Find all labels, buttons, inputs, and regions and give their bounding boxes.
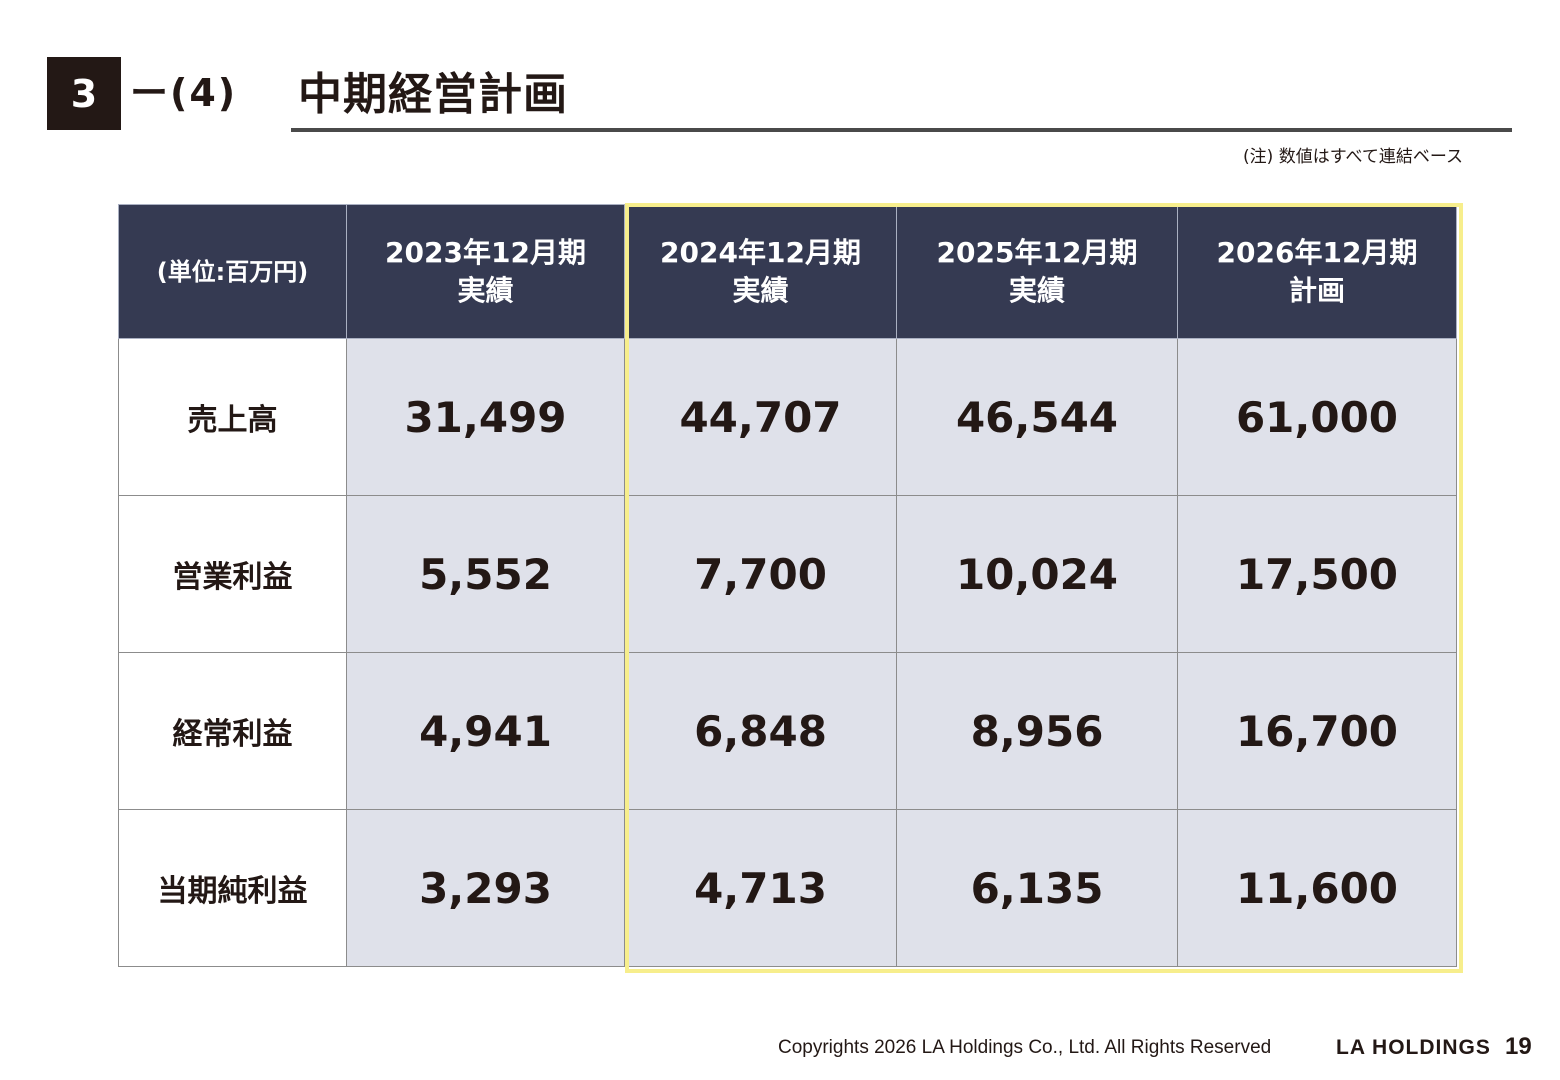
table-cell: 10,024 (896, 495, 1178, 653)
column-kind: 実績 (1008, 273, 1065, 307)
page-title: 中期経営計画 (298, 69, 568, 120)
table-cell: 4,941 (346, 652, 625, 810)
table-cell: 31,499 (346, 338, 625, 496)
table-row: 当期純利益 3,293 4,713 6,135 11,600 (118, 809, 1457, 967)
copyright-text: Copyrights 2026 LA Holdings Co., Ltd. Al… (778, 1037, 1272, 1058)
company-logo: LA HOLDINGS (1336, 1036, 1491, 1059)
consolidated-note: (注) 数値はすべて連結ベース (1243, 147, 1463, 167)
table-cell: 17,500 (1177, 495, 1457, 653)
table-cell: 5,552 (346, 495, 625, 653)
table-cell: 8,956 (896, 652, 1178, 810)
table-header-row: (単位:百万円) 2023年12月期 実績 2024年12月期 実績 2025年… (118, 204, 1457, 339)
table-row: 経常利益 4,941 6,848 8,956 16,700 (118, 652, 1457, 810)
column-year: 2025年12月期 (936, 235, 1138, 269)
table-row: 売上高 31,499 44,707 46,544 61,000 (118, 338, 1457, 496)
row-label: 営業利益 (118, 495, 347, 653)
table-cell: 6,848 (624, 652, 897, 810)
table-cell: 16,700 (1177, 652, 1457, 810)
unit-label: (単位:百万円) (118, 204, 347, 339)
column-kind: 実績 (457, 273, 514, 307)
column-header: 2024年12月期 実績 (624, 204, 897, 339)
mid-term-plan-table: (単位:百万円) 2023年12月期 実績 2024年12月期 実績 2025年… (118, 204, 1457, 967)
table-cell: 3,293 (346, 809, 625, 967)
column-year: 2023年12月期 (385, 235, 586, 269)
column-header: 2026年12月期 計画 (1177, 204, 1457, 339)
table-row: 営業利益 5,552 7,700 10,024 17,500 (118, 495, 1457, 653)
column-kind: 実績 (732, 273, 789, 307)
table-cell: 4,713 (624, 809, 897, 967)
table-cell: 7,700 (624, 495, 897, 653)
table-cell: 44,707 (624, 338, 897, 496)
column-header: 2023年12月期 実績 (346, 204, 625, 339)
column-header: 2025年12月期 実績 (896, 204, 1178, 339)
row-label: 当期純利益 (118, 809, 347, 967)
table-cell: 6,135 (896, 809, 1178, 967)
row-label: 売上高 (118, 338, 347, 496)
column-year: 2026年12月期 (1216, 235, 1418, 269)
title-divider (291, 128, 1512, 132)
column-kind: 計画 (1288, 273, 1345, 307)
table-cell: 11,600 (1177, 809, 1457, 967)
section-subnumber: ー(4) (130, 71, 238, 115)
column-year: 2024年12月期 (660, 235, 861, 269)
table-cell: 61,000 (1177, 338, 1457, 496)
section-number-badge: 3 (47, 57, 121, 130)
row-label: 経常利益 (118, 652, 347, 810)
table-cell: 46,544 (896, 338, 1178, 496)
page-number: 19 (1505, 1033, 1532, 1060)
